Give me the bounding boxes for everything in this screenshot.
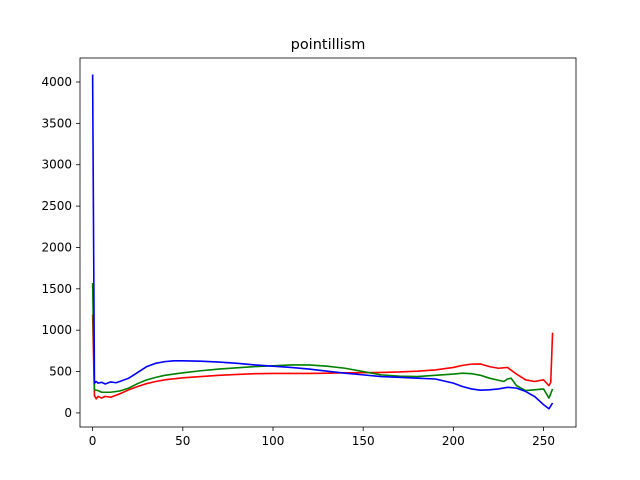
x-tick-label: 250 (532, 434, 555, 448)
x-tick-label: 100 (262, 434, 285, 448)
x-tick-label: 0 (89, 434, 97, 448)
plot-frame (79, 57, 577, 428)
y-tick-label: 500 (49, 365, 72, 379)
y-tick-label: 0 (64, 406, 72, 420)
y-tick-label: 2000 (41, 240, 72, 254)
x-tick-label: 50 (175, 434, 190, 448)
y-tick-label: 3500 (41, 116, 72, 130)
x-tick-label: 200 (442, 434, 465, 448)
series-line-0 (91, 314, 554, 400)
series-line-2 (91, 74, 554, 410)
y-tick-label: 1000 (41, 323, 72, 337)
y-tick-label: 3000 (41, 158, 72, 172)
series-lines (91, 74, 554, 410)
chart-title: pointillism (291, 37, 366, 53)
y-tick-label: 1500 (41, 282, 72, 296)
x-tick-label: 150 (352, 434, 375, 448)
axes: 0 50 100 150 200 2500500100015002000250030003… (41, 57, 577, 448)
series-line-1 (91, 283, 554, 399)
y-tick-label: 4000 (41, 75, 72, 89)
y-tick-label: 2500 (41, 199, 72, 213)
